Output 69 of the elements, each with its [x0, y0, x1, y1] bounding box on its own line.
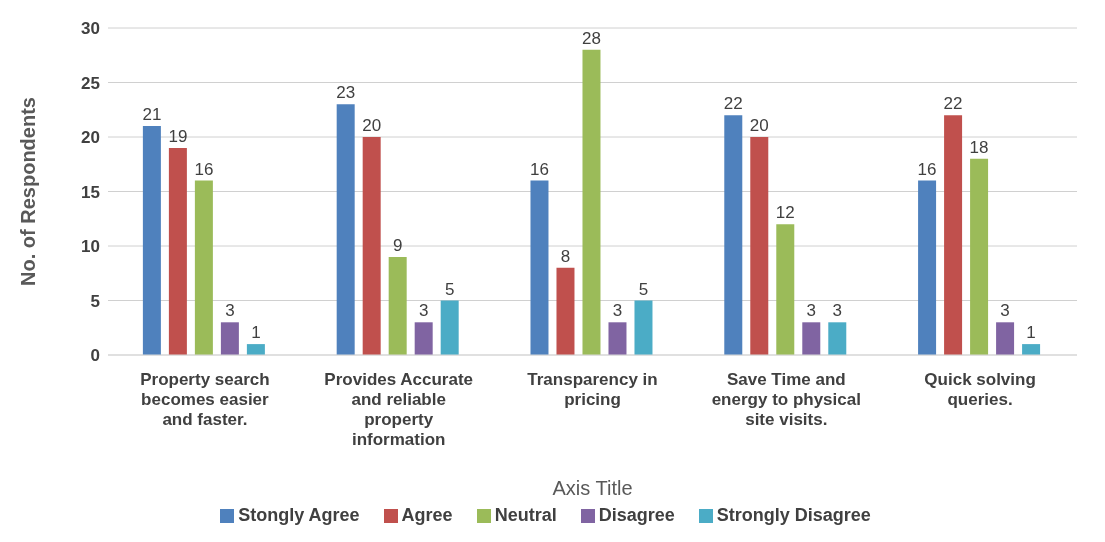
bar [362, 137, 381, 355]
data-label: 19 [168, 126, 188, 146]
data-label: 1 [251, 323, 261, 343]
bar [750, 137, 769, 355]
data-label: 12 [775, 203, 795, 223]
data-label: 3 [1000, 301, 1010, 321]
bar [918, 180, 937, 355]
data-label: 3 [832, 301, 843, 321]
bar [194, 180, 213, 355]
y-tick-label: 5 [90, 291, 100, 311]
bar [220, 322, 239, 355]
y-axis-title: No. of Respondents [17, 97, 40, 286]
bar [530, 180, 549, 355]
legend-label: Stongly Agree [238, 505, 360, 525]
y-tick-label: 15 [81, 182, 100, 202]
data-label: 9 [392, 235, 403, 255]
data-label: 20 [749, 116, 769, 135]
bar [1022, 344, 1041, 355]
y-tick-label: 25 [81, 73, 100, 93]
bar [608, 322, 627, 355]
data-label: 5 [638, 279, 649, 299]
x-tick-label: Transparency in pricing [527, 370, 658, 409]
data-label: 3 [612, 301, 623, 321]
data-label: 16 [530, 159, 549, 179]
data-label: 1 [1026, 323, 1036, 343]
legend-label: Agree [401, 505, 453, 525]
bar [168, 147, 187, 355]
bar [142, 126, 161, 355]
data-label: 16 [194, 159, 214, 179]
data-label: 5 [444, 279, 455, 299]
x-tick-label: Save Time and energy to physical site visits. [711, 370, 861, 429]
bar [828, 322, 847, 355]
x-axis-title: Axis Title [552, 477, 633, 499]
y-tick-label: 30 [81, 19, 100, 39]
data-label: 23 [336, 83, 356, 103]
data-label: 3 [225, 301, 235, 321]
x-tick-label: Quick solving queries. [924, 370, 1036, 409]
bar [776, 224, 795, 355]
bar [246, 344, 265, 355]
bar [724, 115, 743, 355]
data-label: 16 [917, 159, 937, 179]
bar [582, 49, 601, 355]
y-tick-label: 0 [90, 346, 100, 366]
data-label: 18 [969, 137, 989, 157]
x-tick-label: Property search becomes easier and faster. [140, 370, 270, 429]
data-label: 8 [560, 246, 571, 266]
data-label: 22 [723, 94, 743, 114]
y-tick-label: 10 [81, 237, 100, 257]
data-label: 22 [943, 94, 963, 114]
bar [556, 267, 575, 355]
legend-label: Strongly Disagree [716, 505, 871, 525]
bar [634, 300, 653, 355]
data-label: 3 [806, 301, 817, 321]
data-label: 21 [142, 105, 162, 125]
bar [336, 104, 355, 355]
bar [970, 158, 989, 355]
data-label: 20 [362, 116, 382, 135]
bar [440, 300, 459, 355]
x-tick-label: Provides Accurate and reliable property information [324, 370, 474, 449]
data-label: 3 [418, 301, 429, 321]
bar [414, 322, 433, 355]
bar [802, 322, 821, 355]
legend-label: Neutral [494, 505, 557, 525]
legend-label: Disagree [598, 505, 675, 525]
bar [996, 322, 1015, 355]
data-label: 28 [582, 28, 601, 48]
y-tick-label: 20 [81, 128, 100, 148]
bar [388, 256, 407, 355]
bar [944, 115, 963, 355]
